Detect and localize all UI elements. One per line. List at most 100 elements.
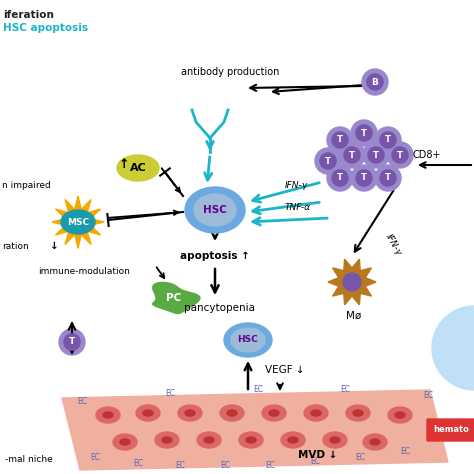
Text: HSC: HSC [203,205,227,215]
Text: T: T [69,337,75,346]
Text: EC: EC [165,389,175,398]
Ellipse shape [239,432,263,448]
Circle shape [332,132,348,148]
Text: EC: EC [175,462,185,471]
Ellipse shape [204,437,214,443]
Ellipse shape [103,412,113,418]
Ellipse shape [370,439,380,445]
Ellipse shape [120,439,130,445]
Ellipse shape [246,437,256,443]
Text: antibody production: antibody production [181,67,279,77]
Circle shape [387,142,413,168]
Text: apoptosis ↑: apoptosis ↑ [180,251,250,261]
Ellipse shape [143,410,153,416]
Text: T: T [385,136,391,145]
Text: EC: EC [220,462,230,471]
Circle shape [375,165,401,191]
Text: EC: EC [310,457,320,466]
Ellipse shape [227,410,237,416]
FancyBboxPatch shape [427,419,474,441]
Circle shape [327,165,353,191]
Text: T: T [385,173,391,182]
Text: AC: AC [129,163,146,173]
Ellipse shape [117,155,159,181]
Text: T: T [325,156,331,165]
Circle shape [380,170,396,186]
Circle shape [367,74,383,90]
Text: PC: PC [166,293,182,303]
Text: ↓: ↓ [50,241,59,251]
Circle shape [375,127,401,153]
Text: -mal niche: -mal niche [5,456,53,465]
Text: EC: EC [400,447,410,456]
Ellipse shape [363,434,387,450]
Text: EC: EC [253,385,263,394]
Ellipse shape [162,437,172,443]
Text: T: T [349,151,355,159]
Text: B: B [372,78,378,86]
Circle shape [362,69,388,95]
Text: iferation: iferation [3,10,54,20]
Ellipse shape [220,405,244,421]
Text: immune-modulation: immune-modulation [38,267,130,276]
Circle shape [332,170,348,186]
Polygon shape [328,259,376,305]
Circle shape [59,329,85,355]
Ellipse shape [346,405,370,421]
Text: EC: EC [265,462,275,471]
Ellipse shape [288,437,298,443]
Ellipse shape [61,210,95,234]
Circle shape [315,148,341,174]
Circle shape [368,147,384,163]
Ellipse shape [185,187,245,233]
Text: CD8+: CD8+ [413,150,441,160]
Text: ration: ration [2,241,29,250]
Text: pancytopenia: pancytopenia [184,303,255,313]
Ellipse shape [155,432,179,448]
Circle shape [432,306,474,390]
Text: T: T [397,151,403,159]
Polygon shape [62,390,448,470]
Text: EC: EC [133,459,143,468]
Ellipse shape [231,328,265,352]
Ellipse shape [136,405,160,421]
Text: IFN-γ: IFN-γ [383,233,403,257]
Circle shape [363,142,389,168]
Circle shape [380,132,396,148]
Text: T: T [373,151,379,159]
Text: MSC: MSC [67,218,89,227]
Text: n impaired: n impaired [2,182,51,191]
Text: hemato: hemato [433,426,469,435]
Circle shape [343,273,361,291]
Ellipse shape [323,432,347,448]
Circle shape [351,120,377,146]
Text: VEGF ↓: VEGF ↓ [265,365,305,375]
Text: T: T [337,136,343,145]
Text: EC: EC [423,392,433,401]
Ellipse shape [311,410,321,416]
Text: HSC apoptosis: HSC apoptosis [3,23,88,33]
Ellipse shape [269,410,279,416]
Text: T: T [361,173,367,182]
Text: EC: EC [340,385,350,394]
Ellipse shape [281,432,305,448]
Text: ↑: ↑ [119,157,129,171]
Ellipse shape [224,323,272,357]
Circle shape [320,153,336,169]
Circle shape [327,127,353,153]
Ellipse shape [388,407,412,423]
Polygon shape [52,196,104,248]
Ellipse shape [304,405,328,421]
Polygon shape [153,283,200,314]
Circle shape [339,142,365,168]
Ellipse shape [262,405,286,421]
Circle shape [356,125,372,141]
Circle shape [356,170,372,186]
Text: T: T [361,128,367,137]
Circle shape [64,334,80,350]
Ellipse shape [178,405,202,421]
Text: EC: EC [90,454,100,463]
Ellipse shape [113,434,137,450]
Text: EC: EC [355,454,365,463]
Ellipse shape [353,410,363,416]
